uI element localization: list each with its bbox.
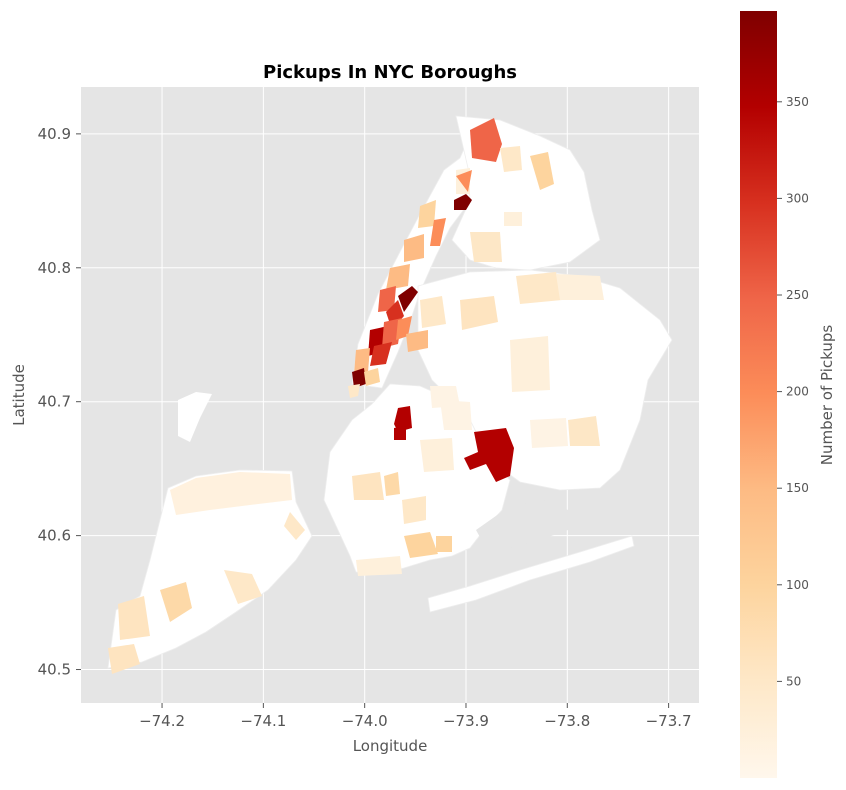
x-axis-ticks: −74.2 −74.1 −74.0 −73.9 −73.8 −73.7	[139, 703, 692, 730]
region-bronx-ne	[500, 146, 522, 172]
colorbar	[740, 11, 777, 778]
region-mn-harlem-a	[404, 234, 424, 262]
region-mn-ues	[398, 286, 418, 312]
nyc-map	[107, 115, 673, 674]
y-tick-label: 40.7	[38, 393, 71, 411]
x-tick-label: −74.0	[342, 712, 388, 730]
y-axis-label: Latitude	[10, 364, 28, 426]
region-bronx-tract-a	[456, 170, 472, 192]
region-si-south-b	[108, 644, 140, 674]
region-bk-prospect	[394, 406, 412, 432]
region-mn-village	[406, 330, 428, 352]
colorbar-tick-label: 250	[786, 288, 809, 302]
region-si-south-a	[118, 596, 150, 640]
region-bk-east	[464, 428, 514, 482]
region-mn-downtown	[352, 368, 366, 388]
region-queens-s	[530, 418, 568, 448]
region-island-bayonne	[178, 392, 212, 442]
colorbar-tick-label: 350	[786, 95, 809, 109]
region-jamaica-bay	[476, 500, 576, 548]
colorbar-label: Number of Pickups	[818, 325, 836, 466]
colorbar-tick-label: 50	[786, 674, 801, 688]
region-mn-inwood	[454, 194, 472, 210]
region-queens-jamaica	[568, 416, 600, 446]
y-tick-label: 40.8	[38, 259, 71, 277]
y-tick-label: 40.5	[38, 661, 71, 679]
region-mn-uws2	[378, 286, 396, 312]
region-queens-flushing	[556, 274, 604, 300]
region-mn-uws	[386, 264, 410, 290]
region-si-mid	[224, 570, 262, 604]
region-bk-coney	[356, 556, 402, 576]
region-bk-mid	[402, 496, 426, 524]
x-tick-label: −73.7	[646, 712, 692, 730]
region-bk-west	[384, 472, 400, 496]
colorbar-tick-label: 100	[786, 578, 809, 592]
x-tick-label: −74.1	[240, 712, 286, 730]
region-bronx-east	[530, 152, 554, 190]
region-bk-flatbush	[420, 438, 454, 472]
colorbar-tick-label: 300	[786, 191, 809, 205]
region-queens-jackson	[516, 272, 562, 304]
x-axis-label: Longitude	[353, 737, 428, 755]
y-axis-ticks: 40.5 40.6 40.7 40.8 40.9	[38, 125, 81, 679]
x-tick-label: −73.8	[544, 712, 590, 730]
region-si-north	[170, 472, 292, 515]
region-si-west	[160, 582, 192, 622]
region-staten-island	[107, 469, 313, 669]
region-bk-south2	[436, 536, 452, 552]
region-bronx-mid	[504, 212, 522, 226]
region-queens-astoria	[460, 296, 498, 330]
region-mn-wh	[418, 200, 436, 228]
colorbar-tick-label: 200	[786, 385, 809, 399]
region-bk-south	[404, 532, 438, 558]
region-mn-chelsea	[354, 348, 370, 374]
region-mn-les	[364, 368, 380, 386]
region-bronx-north	[470, 118, 502, 162]
colorbar-tick-label: 150	[786, 481, 809, 495]
region-bk-bushwick	[440, 400, 472, 430]
region-mn-midtown-d	[370, 342, 392, 366]
region-mn-harlem-b	[430, 218, 446, 246]
region-mn-fidi	[348, 384, 360, 398]
chart-title: Pickups In NYC Boroughs	[263, 62, 517, 83]
region-queens-mid	[510, 336, 550, 392]
colorbar-ticks: 50 100 150 200 250 300 350	[777, 95, 809, 688]
y-tick-label: 40.6	[38, 527, 71, 545]
region-mn-midtown-b	[382, 318, 402, 348]
y-tick-label: 40.9	[38, 125, 71, 143]
x-tick-label: −73.9	[443, 712, 489, 730]
region-bk-bayridge	[352, 472, 384, 500]
region-rockaway	[427, 535, 635, 613]
region-queens-lic	[420, 296, 446, 328]
x-tick-label: −74.2	[139, 712, 185, 730]
region-bronx-south	[470, 232, 502, 262]
region-si-east	[284, 512, 305, 540]
region-bk-prospect2	[394, 426, 406, 440]
